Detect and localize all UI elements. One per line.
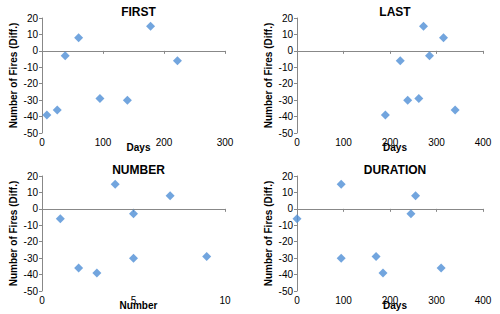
svg-text:NUMBER: NUMBER [112,163,165,177]
svg-text:20: 20 [27,13,39,24]
svg-text:-50: -50 [279,286,294,297]
svg-text:10: 10 [27,187,39,198]
svg-text:-30: -30 [279,95,294,106]
svg-text:20: 20 [282,13,294,24]
svg-text:-50: -50 [24,128,39,139]
svg-text:-10: -10 [24,220,39,231]
svg-text:0: 0 [32,45,38,56]
svg-text:400: 400 [475,295,492,306]
svg-text:0: 0 [39,295,45,306]
svg-text:-50: -50 [279,128,294,139]
svg-text:200: 200 [156,137,173,148]
svg-text:-30: -30 [279,253,294,264]
svg-text:20: 20 [27,171,39,182]
svg-text:0: 0 [287,45,293,56]
svg-text:100: 100 [95,137,112,148]
svg-text:Number of Fires (Diff.): Number of Fires (Diff.) [8,181,19,287]
svg-text:-40: -40 [24,269,39,280]
svg-text:FIRST: FIRST [121,5,156,19]
svg-text:Number: Number [120,300,158,311]
svg-text:Days: Days [383,142,407,153]
svg-text:100: 100 [335,295,352,306]
svg-text:0: 0 [32,203,38,214]
svg-text:10: 10 [219,295,231,306]
svg-text:-20: -20 [24,78,39,89]
svg-text:DURATION: DURATION [364,163,426,177]
svg-text:Number of Fires (Diff.): Number of Fires (Diff.) [263,181,274,287]
svg-text:-10: -10 [279,220,294,231]
svg-text:0: 0 [39,137,45,148]
svg-text:20: 20 [282,171,294,182]
svg-text:0: 0 [294,137,300,148]
svg-text:-30: -30 [24,253,39,264]
svg-text:-20: -20 [279,236,294,247]
svg-text:10: 10 [27,29,39,40]
svg-text:Number of Fires (Diff.): Number of Fires (Diff.) [263,23,274,129]
svg-text:100: 100 [335,137,352,148]
svg-text:0: 0 [294,295,300,306]
svg-text:Days: Days [383,300,407,311]
svg-text:-20: -20 [24,236,39,247]
svg-text:-50: -50 [24,286,39,297]
svg-text:Number of Fires (Diff.): Number of Fires (Diff.) [8,23,19,129]
svg-text:-10: -10 [279,62,294,73]
svg-text:400: 400 [475,137,492,148]
svg-text:300: 300 [428,295,445,306]
svg-text:-40: -40 [279,269,294,280]
svg-text:Days: Days [127,142,151,153]
svg-text:-10: -10 [24,62,39,73]
svg-text:10: 10 [282,29,294,40]
svg-text:-20: -20 [279,78,294,89]
svg-text:-40: -40 [279,111,294,122]
svg-text:300: 300 [217,137,234,148]
svg-text:0: 0 [287,203,293,214]
svg-text:LAST: LAST [379,5,411,19]
svg-text:-30: -30 [24,95,39,106]
svg-text:300: 300 [428,137,445,148]
svg-text:10: 10 [282,187,294,198]
svg-text:-40: -40 [24,111,39,122]
